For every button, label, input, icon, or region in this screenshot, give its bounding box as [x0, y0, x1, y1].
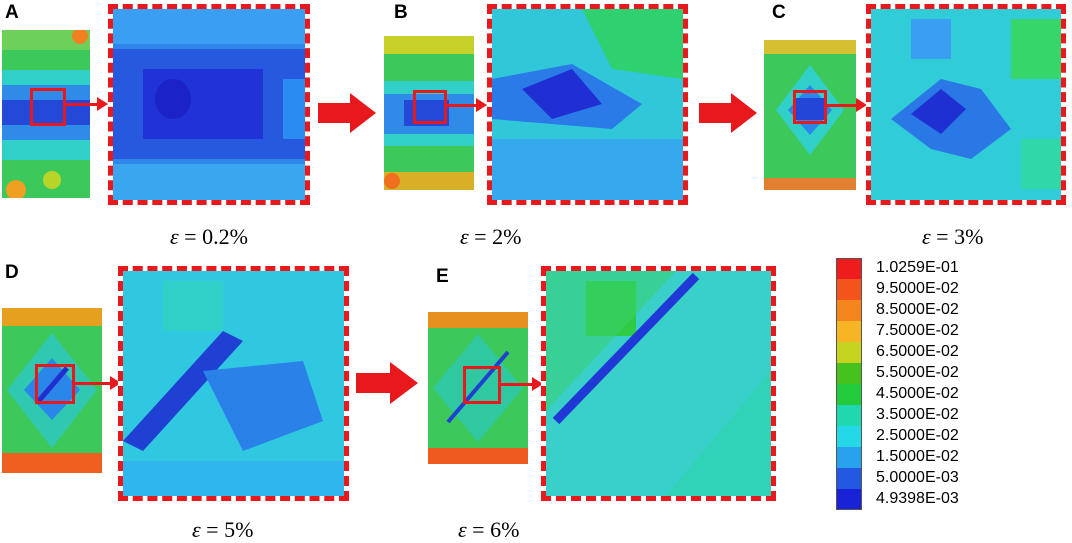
legend-label: 6.5000E-02	[876, 343, 959, 360]
legend-entry: 5.0000E-03	[836, 468, 1066, 489]
progress-arrow-1	[318, 93, 376, 133]
legend-swatch	[836, 489, 862, 510]
progress-arrow-2	[699, 93, 757, 133]
legend-swatch	[836, 342, 862, 363]
link-arrowhead-c	[856, 98, 867, 112]
legend-swatch	[836, 363, 862, 384]
legend-swatch	[836, 447, 862, 468]
strain-label-a: ε = 0.2%	[170, 224, 248, 249]
legend-swatch	[836, 279, 862, 300]
zoom-frame-b	[487, 4, 688, 205]
legend-entry: 1.0259E-01	[836, 258, 1066, 279]
legend-entry: 4.5000E-02	[836, 384, 1066, 405]
legend-label: 2.5000E-02	[876, 427, 959, 444]
legend-label: 7.5000E-02	[876, 322, 959, 339]
legend-frame	[836, 258, 862, 510]
zoom-frame-c	[866, 4, 1066, 205]
zoom-field-d	[123, 271, 344, 496]
legend-label: 1.5000E-02	[876, 448, 959, 465]
legend-label: 5.0000E-03	[876, 469, 959, 486]
legend-swatch	[836, 405, 862, 426]
zoom-field-a	[113, 9, 305, 200]
selection-box-c	[793, 90, 827, 124]
zoom-frame-e	[541, 266, 776, 501]
legend-entry: 1.5000E-02	[836, 447, 1066, 468]
link-line-c	[827, 104, 857, 107]
strain-field-a	[2, 30, 90, 198]
zoom-frame-d	[118, 266, 349, 501]
panel-label-a: A	[5, 2, 19, 23]
strain-label-b: ε = 2%	[460, 224, 522, 249]
thumbnail-e	[428, 312, 528, 464]
link-line-d	[75, 382, 111, 385]
link-arrowhead-e	[532, 377, 543, 391]
link-line-e	[501, 383, 533, 386]
strain-field-e	[428, 312, 528, 464]
link-line-b	[447, 104, 477, 107]
legend-label: 5.5000E-02	[876, 364, 959, 381]
legend-entry: 5.5000E-02	[836, 363, 1066, 384]
zoom-frame-a	[108, 4, 310, 205]
link-arrowhead-a	[97, 97, 108, 111]
panel-label-b: B	[394, 2, 408, 23]
legend-label: 4.9398E-03	[876, 490, 959, 507]
link-line-a	[66, 103, 98, 106]
zoom-field-c	[871, 9, 1061, 200]
legend-swatch	[836, 426, 862, 447]
panel-label-c: C	[772, 2, 786, 23]
legend-label: 8.5000E-02	[876, 301, 959, 318]
panel-label-d: D	[5, 262, 19, 283]
selection-box-e	[463, 366, 501, 404]
selection-box-b	[413, 90, 447, 124]
legend-swatch	[836, 321, 862, 342]
legend-swatch	[836, 384, 862, 405]
legend-label: 4.5000E-02	[876, 385, 959, 402]
legend-entry: 4.9398E-03	[836, 489, 1066, 510]
selection-box-a	[30, 88, 66, 126]
legend-label: 1.0259E-01	[876, 259, 959, 276]
legend-entry: 8.5000E-02	[836, 300, 1066, 321]
strain-field-b	[384, 36, 474, 190]
selection-box-d	[35, 364, 75, 404]
panel-label-e: E	[436, 266, 449, 287]
legend-entry: 7.5000E-02	[836, 321, 1066, 342]
strain-field-d	[2, 308, 102, 473]
legend-label: 3.5000E-02	[876, 406, 959, 423]
legend-entry: 9.5000E-02	[836, 279, 1066, 300]
thumbnail-a	[2, 30, 90, 198]
legend-swatch	[836, 468, 862, 489]
zoom-field-b	[492, 9, 683, 200]
progress-arrow-3	[356, 362, 418, 404]
legend-swatch	[836, 300, 862, 321]
strain-label-d: ε = 5%	[192, 517, 254, 542]
link-arrowhead-b	[476, 98, 487, 112]
strain-label-e: ε = 6%	[458, 517, 520, 542]
thumbnail-b	[384, 36, 474, 190]
legend-entry: 6.5000E-02	[836, 342, 1066, 363]
legend-swatch	[836, 258, 862, 279]
thumbnail-d	[2, 308, 102, 473]
strain-label-c: ε = 3%	[922, 224, 984, 249]
legend-entry: 3.5000E-02	[836, 405, 1066, 426]
legend-label: 9.5000E-02	[876, 280, 959, 297]
zoom-field-e	[546, 271, 771, 496]
link-arrowhead-d	[110, 376, 121, 390]
legend-entry: 2.5000E-02	[836, 426, 1066, 447]
